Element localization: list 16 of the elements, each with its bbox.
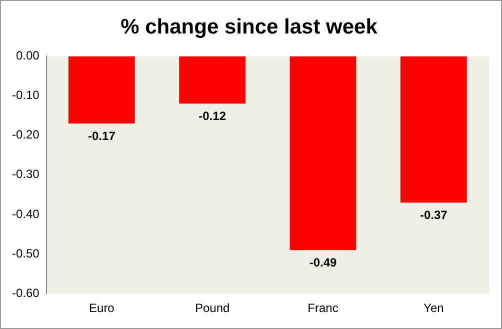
y-tick-label: -0.60 — [12, 286, 40, 300]
x-tick-label: Franc — [308, 301, 338, 316]
x-tick-label: Pound — [194, 301, 230, 316]
y-tick-label: -0.40 — [12, 206, 40, 221]
y-tick-label: -0.10 — [12, 88, 40, 102]
x-tick-label: Euro — [89, 301, 115, 316]
data-label: -0.37 — [420, 208, 448, 222]
chart-title: % change since last week — [120, 15, 378, 38]
y-tick-label: -0.20 — [12, 128, 40, 142]
data-label: -0.12 — [198, 108, 226, 123]
y-tick-label: -0.30 — [12, 167, 40, 182]
y-tick-label: -0.50 — [12, 246, 40, 260]
x-tick-label: Yen — [424, 301, 444, 316]
y-tick-label: 0.00 — [16, 48, 40, 63]
data-label: -0.17 — [88, 128, 116, 143]
data-label: -0.49 — [309, 255, 338, 270]
